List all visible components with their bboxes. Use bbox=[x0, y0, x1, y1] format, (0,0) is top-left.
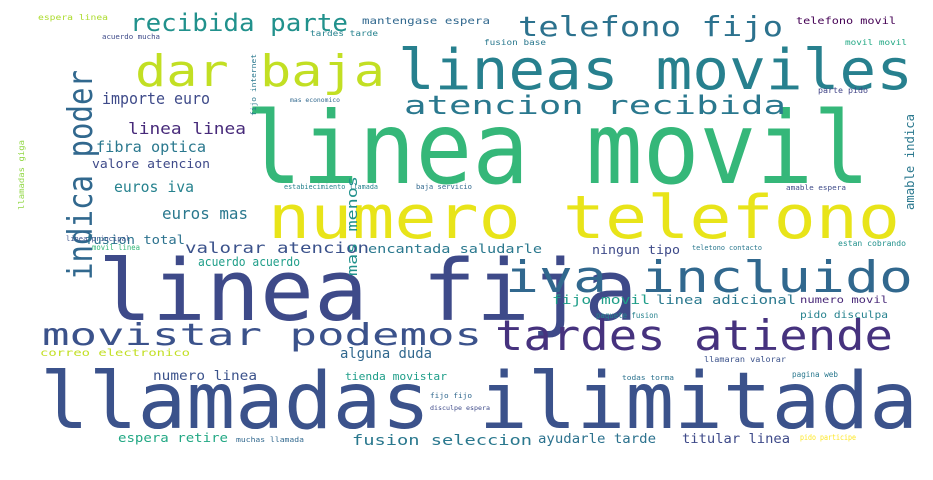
word: linea movil bbox=[245, 90, 870, 207]
word: pido disculpa bbox=[800, 310, 888, 321]
word: euros mas bbox=[162, 204, 248, 223]
word: iva incluido bbox=[505, 252, 913, 303]
word: mas menos bbox=[345, 176, 361, 276]
word: numero movil bbox=[800, 295, 888, 306]
word: ayudarle tarde bbox=[538, 432, 656, 447]
word: fijo fijo bbox=[430, 392, 472, 400]
word: tienda movistar bbox=[345, 370, 447, 383]
word: llamaran valorar bbox=[704, 355, 786, 364]
word: llamadas ilimitada bbox=[40, 357, 918, 447]
word: movil linea bbox=[92, 243, 140, 252]
word: paquete fusion bbox=[596, 311, 658, 320]
word: valore atencion bbox=[92, 157, 210, 171]
word: movistar podemos bbox=[42, 318, 482, 353]
word: fusion base bbox=[484, 38, 546, 47]
word: tardes atiende bbox=[495, 311, 893, 360]
word: linea adicional bbox=[656, 293, 796, 307]
word: movil movil bbox=[845, 38, 907, 47]
word: fibra optica bbox=[96, 138, 206, 156]
word: dar baja bbox=[135, 46, 385, 97]
word: pagina web bbox=[792, 370, 838, 379]
word: titular linea bbox=[682, 432, 790, 447]
word: fusion total bbox=[85, 233, 185, 247]
word: pido participe bbox=[800, 433, 856, 442]
word: tardes tarde bbox=[310, 29, 378, 38]
word: acuerdo acuerdo bbox=[198, 255, 300, 269]
word: llamadas giga bbox=[17, 140, 26, 210]
word: encantada saludarle bbox=[368, 242, 542, 256]
word: amable espera bbox=[786, 184, 846, 192]
word: baja servicio bbox=[416, 183, 472, 191]
word: todas torma bbox=[622, 374, 674, 382]
word: telefono movil bbox=[796, 16, 896, 27]
word: linea principal bbox=[66, 235, 130, 243]
word: alguna duda bbox=[340, 346, 432, 362]
word: fijo movil bbox=[552, 293, 650, 307]
word: recibida parte bbox=[130, 9, 348, 37]
word: euros iva bbox=[114, 178, 194, 196]
word: correo electronico bbox=[40, 348, 190, 359]
word: importe euro bbox=[102, 89, 210, 108]
word: telefono fijo bbox=[518, 10, 783, 43]
word: linea linea bbox=[128, 119, 246, 138]
word: indica poder bbox=[61, 70, 101, 280]
word: numero telefono bbox=[268, 183, 900, 253]
word: espera retire bbox=[118, 431, 228, 445]
word: fusion seleccion bbox=[352, 433, 532, 449]
word: numero linea bbox=[153, 369, 257, 384]
word: lineas moviles bbox=[398, 38, 913, 103]
word: espera linea bbox=[38, 13, 108, 22]
word: acuerdo mucha bbox=[102, 33, 160, 41]
word: amable indica bbox=[903, 114, 917, 210]
word: fijo internet bbox=[250, 54, 258, 116]
word: valorar atencion bbox=[185, 239, 369, 257]
word: disculpe espera bbox=[430, 405, 490, 412]
word: mantengase espera bbox=[362, 16, 490, 27]
word: estabiecimiento llamada bbox=[284, 183, 378, 191]
word: muchas llamada bbox=[236, 436, 304, 444]
word: teletono contacto bbox=[692, 244, 762, 252]
word: estan cobrando bbox=[838, 239, 906, 248]
word: ningun tipo bbox=[592, 243, 680, 257]
word: atencion recibida bbox=[404, 91, 786, 121]
word: mas economico bbox=[290, 97, 340, 104]
word: parte pido bbox=[818, 86, 868, 95]
word: linea fija bbox=[98, 242, 638, 341]
